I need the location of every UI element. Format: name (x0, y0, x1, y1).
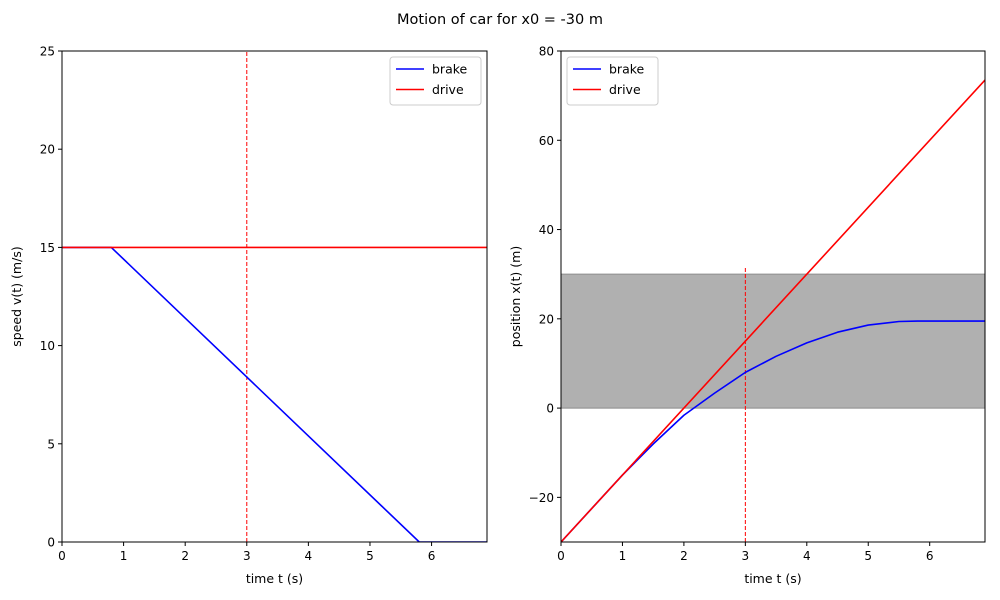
y-tick-label: 0 (546, 402, 554, 416)
y-tick-label: 5 (47, 437, 55, 451)
x-tick-label: 6 (428, 549, 436, 563)
legend-label-brake: brake (432, 62, 468, 77)
legend: brake drive (566, 56, 659, 106)
x-tick-label: 0 (58, 549, 66, 563)
x-tick-label: 3 (742, 549, 750, 563)
x-tick-label: 2 (680, 549, 688, 563)
y-tick-label: 20 (40, 143, 55, 157)
axes-frame (61, 50, 488, 543)
legend-label-drive: drive (432, 82, 464, 97)
shaded-band (561, 274, 985, 409)
plot-area (561, 79, 985, 542)
y-tick-label: 60 (539, 134, 554, 148)
series-line-drive (561, 79, 985, 542)
x-tick-label: 1 (120, 549, 128, 563)
axes-frame (560, 50, 986, 543)
x-tick-label: 3 (243, 549, 251, 563)
series-line-brake (561, 320, 985, 542)
x-axis-label: time t (s) (744, 571, 801, 586)
speed-chart: 0 1 2 3 4 5 6 0 5 10 15 20 25 time t (s) speed v(t) (m… (9, 45, 488, 586)
y-tick-label: 15 (40, 241, 55, 255)
y-axis-label: speed v(t) (m/s) (9, 246, 24, 346)
legend: brake drive (389, 56, 482, 106)
series-line-brake (62, 246, 487, 542)
y-tick-label: 20 (539, 312, 554, 326)
figure-title: Motion of car for x0 = -30 m (397, 12, 603, 28)
plot-area (62, 51, 487, 542)
y-tick-label: 25 (40, 45, 55, 59)
x-tick-label: 0 (557, 549, 565, 563)
x-tick-label: 1 (619, 549, 627, 563)
y-tick-label: 80 (539, 45, 554, 59)
x-axis-label: time t (s) (246, 571, 303, 586)
y-tick-label: −20 (529, 491, 554, 505)
y-axis-label: position x(t) (m) (508, 246, 523, 347)
x-tick-label: 5 (864, 549, 872, 563)
legend-label-drive: drive (609, 82, 641, 97)
x-tick-label: 5 (366, 549, 374, 563)
x-tick-label: 6 (926, 549, 934, 563)
x-tick-label: 4 (803, 549, 811, 563)
y-tick-label: 10 (40, 339, 55, 353)
legend-label-brake: brake (609, 62, 645, 77)
x-tick-label: 4 (305, 549, 313, 563)
x-tick-label: 2 (181, 549, 189, 563)
y-tick-label: 40 (539, 223, 554, 237)
position-chart: 0 1 2 3 4 5 6 −20 0 20 40 60 80 time t (s) position x(… (508, 45, 986, 586)
y-tick-label: 0 (47, 536, 55, 550)
